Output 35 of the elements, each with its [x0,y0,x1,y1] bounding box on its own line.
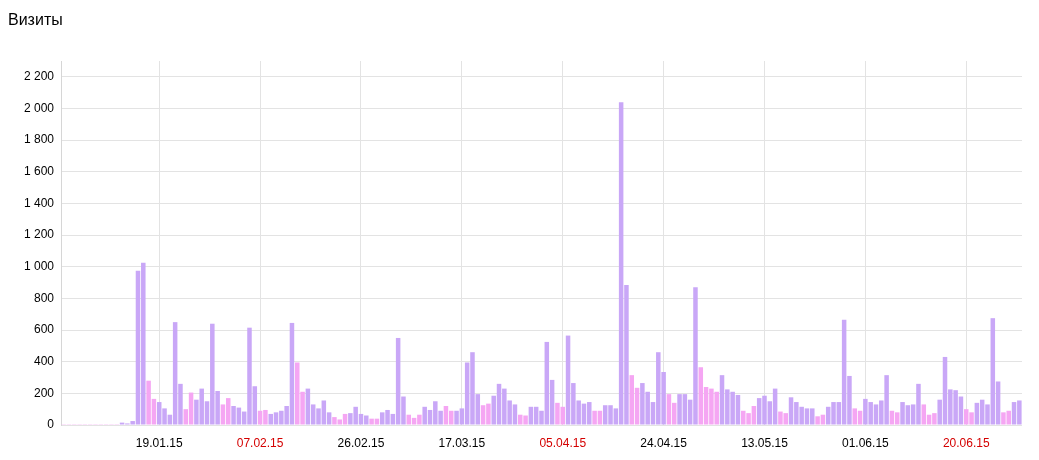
bar [852,408,858,425]
x-tick-label: 07.02.15 [236,435,284,450]
y-tick-label: 200 [33,385,55,400]
x-tick-label: 26.02.15 [337,435,385,450]
y-tick-label: 800 [33,290,55,305]
y-tick-label: 1 600 [23,164,55,179]
x-tick-label: 13.05.15 [741,435,789,450]
x-tick-label: 05.04.15 [539,435,587,450]
bar [406,414,412,425]
y-tick-label: 1 200 [23,227,55,242]
y-tick-label: 2 200 [23,69,55,84]
x-tick-label: 17.03.15 [438,435,486,450]
x-tick-label: 01.06.15 [842,435,890,450]
bar [448,410,454,425]
bar [225,398,231,425]
bar [889,410,895,425]
bar [921,404,927,425]
bar [974,402,980,425]
y-tick-label: 600 [33,322,55,337]
chart-title: Визиты [8,10,63,30]
y-tick-label: 1 800 [23,132,55,147]
bar [666,394,672,425]
bar [894,412,900,425]
x-tick-label: 19.01.15 [135,435,183,450]
bar [443,406,449,425]
x-tick-label: 20.06.15 [942,435,990,450]
x-tick-label: 24.04.15 [640,435,688,450]
y-tick-label: 0 [47,417,55,432]
y-tick-label: 1 000 [23,259,55,274]
bar [528,406,534,425]
y-tick-label: 1 400 [23,195,55,210]
bar [698,367,704,425]
bar [629,375,635,425]
y-tick-label: 400 [33,354,55,369]
y-tick-label: 2 000 [23,100,55,115]
